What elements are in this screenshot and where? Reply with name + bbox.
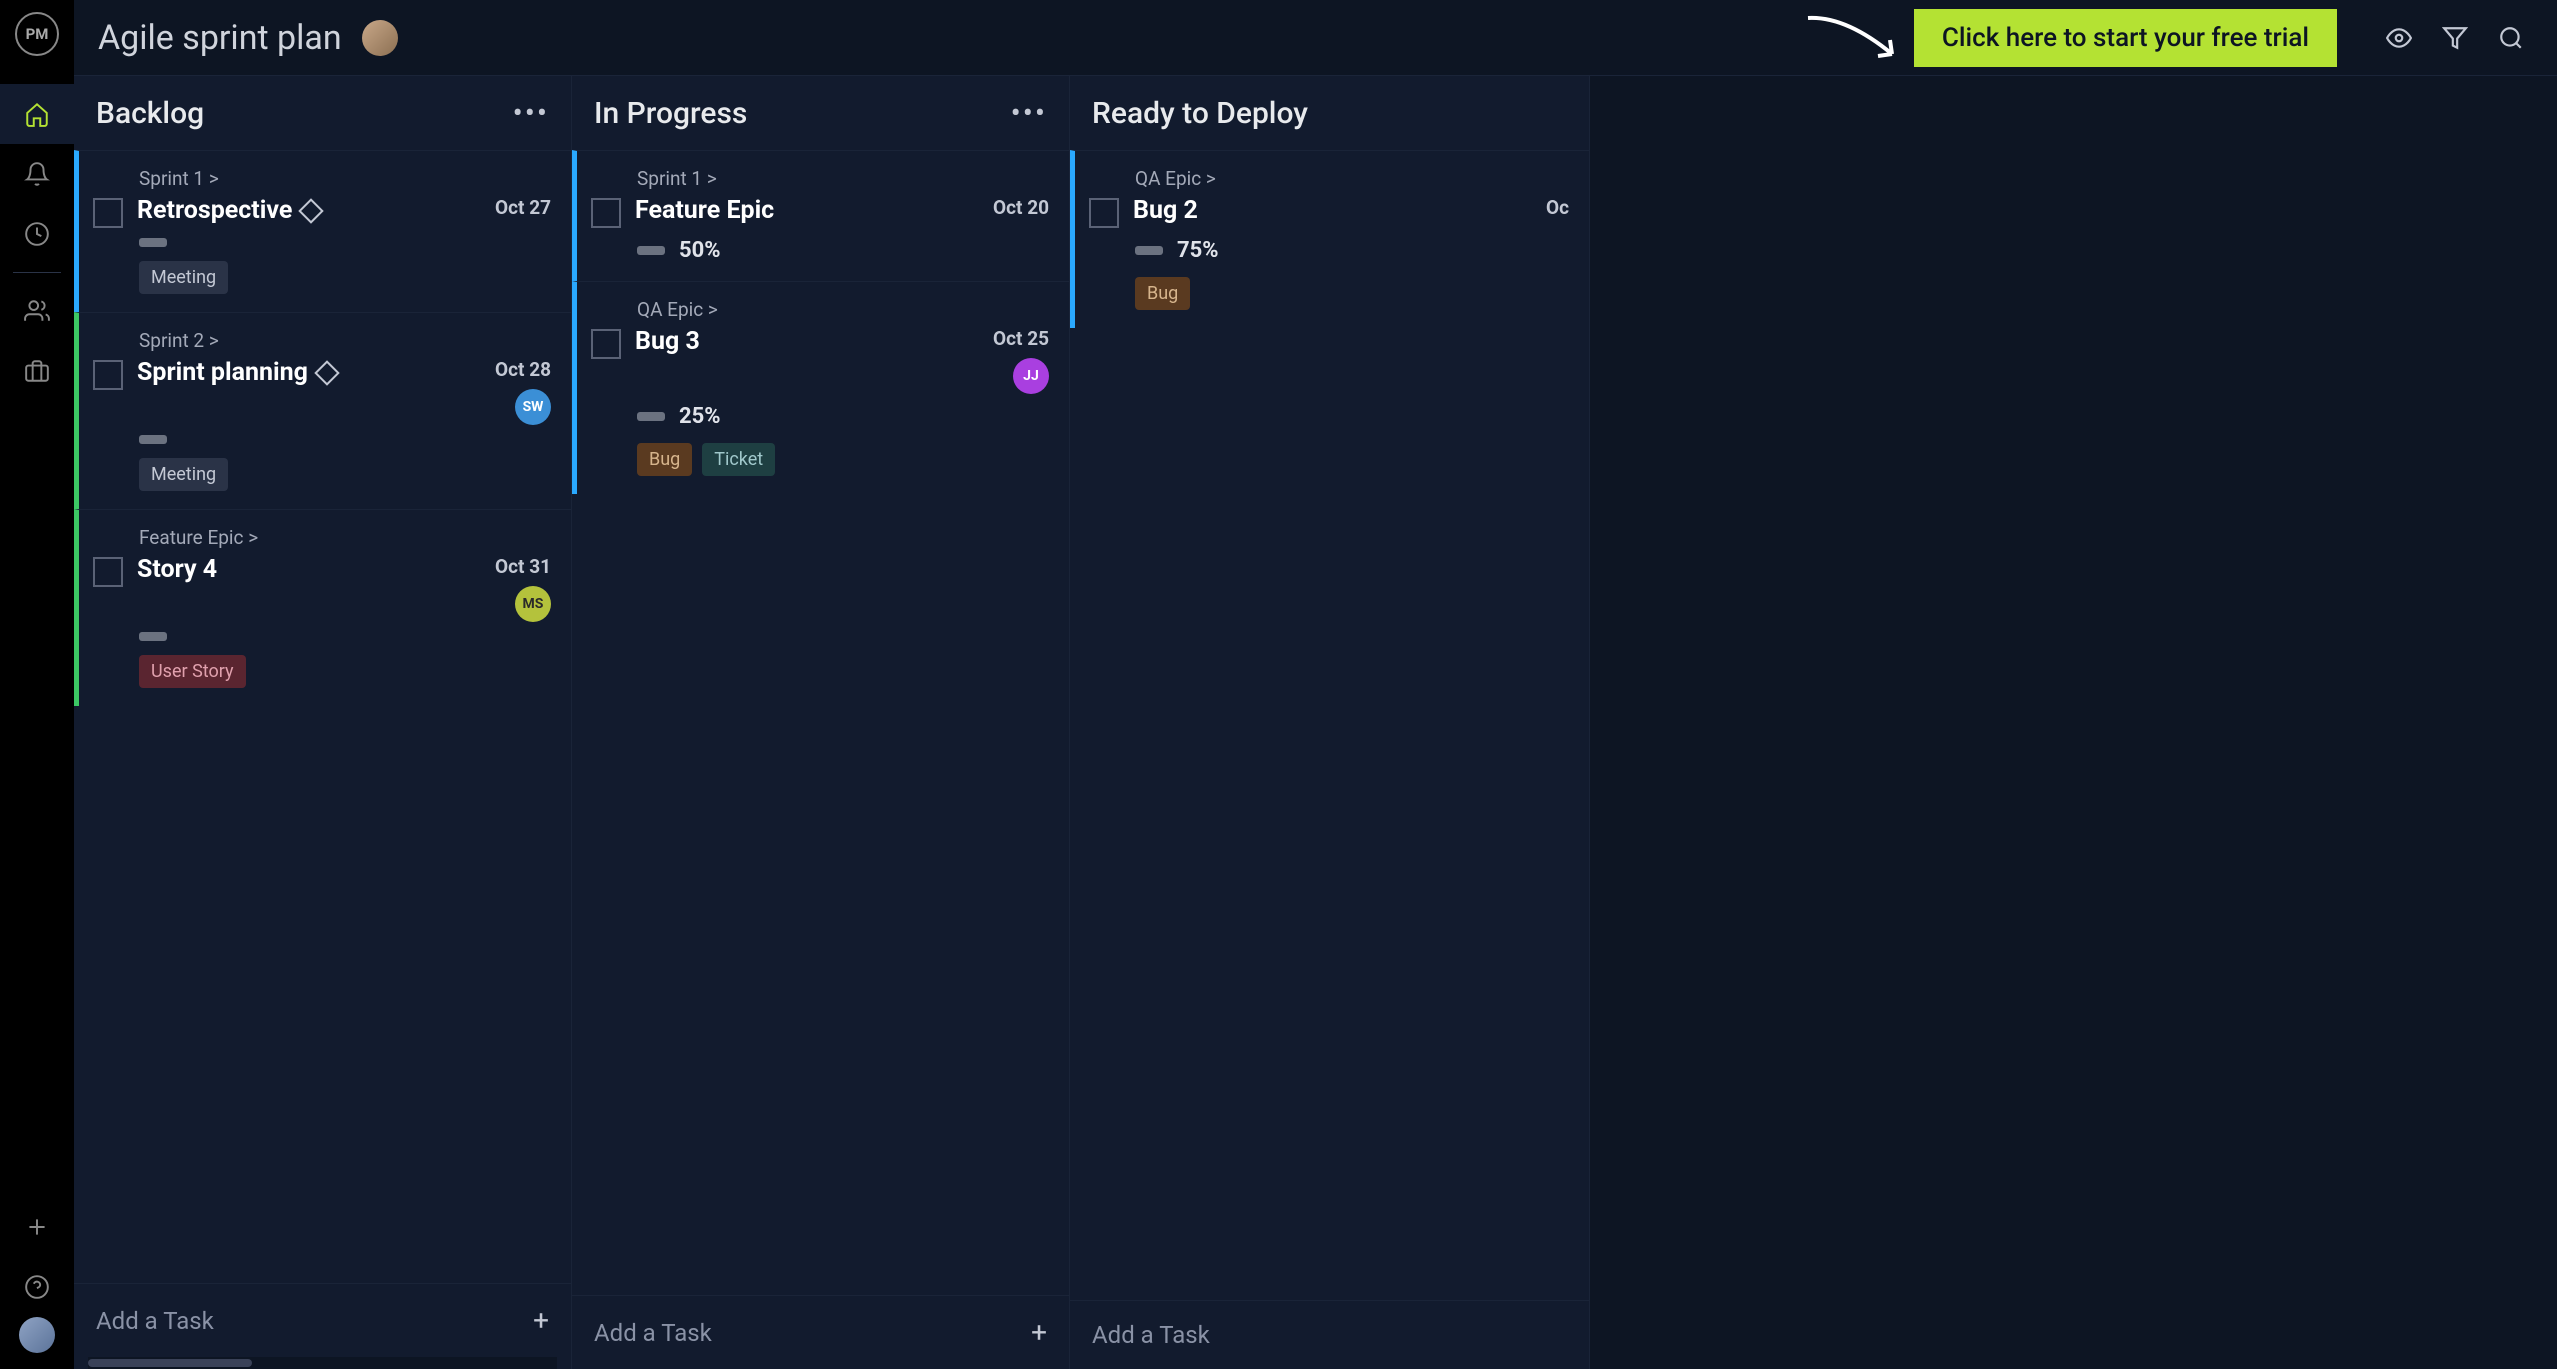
progress-bar	[139, 435, 167, 444]
nav-divider	[13, 272, 61, 273]
task-checkbox[interactable]	[93, 198, 123, 228]
sidebar-item-portfolio[interactable]	[0, 341, 74, 401]
column-title: Backlog	[96, 96, 204, 131]
tag-user_story[interactable]: User Story	[139, 655, 246, 688]
tag-meeting[interactable]: Meeting	[139, 261, 228, 294]
search-icon	[2498, 25, 2524, 51]
progress-bar	[139, 238, 167, 247]
card-due-date: Oct 31	[495, 555, 551, 578]
card-title: Bug 3	[635, 327, 700, 356]
progress-bar	[637, 246, 665, 255]
plus-icon: +	[1031, 1316, 1047, 1349]
filter-icon	[2442, 25, 2468, 51]
assignee-avatar[interactable]: SW	[515, 389, 551, 425]
card-due-date: Oct 27	[495, 196, 551, 219]
card-title: Sprint planning	[137, 358, 308, 387]
plus-icon: +	[533, 1304, 549, 1337]
horizontal-scrollbar[interactable]	[88, 1357, 557, 1369]
card-due-date: Oct 20	[993, 196, 1049, 219]
column-title: Ready to Deploy	[1092, 96, 1308, 131]
assignee-avatar[interactable]: JJ	[1013, 358, 1049, 394]
sidebar-item-add[interactable]	[0, 1197, 74, 1257]
add-task-button[interactable]: Add a Task +	[74, 1283, 571, 1357]
progress-bar	[1135, 246, 1163, 255]
sidebar-item-team[interactable]	[0, 281, 74, 341]
cta-free-trial-button[interactable]: Click here to start your free trial	[1914, 9, 2337, 67]
add-task-label: Add a Task	[96, 1307, 214, 1335]
sidebar-item-help[interactable]	[0, 1257, 74, 1317]
task-card[interactable]: QA Epic > Bug 3 Oct 25 JJ 25% Bug Ticket	[572, 281, 1069, 494]
task-card[interactable]: QA Epic > Bug 2 Oc 75% Bug	[1070, 150, 1589, 328]
bell-icon	[24, 161, 50, 187]
project-owner-avatar[interactable]	[362, 20, 398, 56]
card-epic-breadcrumb[interactable]: QA Epic >	[1135, 167, 1569, 190]
card-epic-breadcrumb[interactable]: Sprint 1 >	[637, 167, 1049, 190]
milestone-icon	[299, 198, 324, 223]
topbar: Agile sprint plan Click here to start yo…	[74, 0, 2557, 76]
column-ready-to-deploy: Ready to Deploy QA Epic > Bug 2 Oc 75% Bug A…	[1070, 76, 1590, 1369]
kanban-board: Backlog ••• Sprint 1 > Retrospective Oct 2…	[74, 76, 2557, 1369]
task-checkbox[interactable]	[93, 557, 123, 587]
add-task-button[interactable]: Add a Task +	[572, 1295, 1069, 1369]
add-task-label: Add a Task	[594, 1319, 712, 1347]
clock-icon	[24, 221, 50, 247]
task-checkbox[interactable]	[1089, 198, 1119, 228]
filter-button[interactable]	[2433, 16, 2477, 60]
add-task-button[interactable]: Add a Task	[1070, 1300, 1589, 1369]
cta-arrow	[1796, 8, 1906, 68]
eye-icon	[2386, 25, 2412, 51]
task-card[interactable]: Feature Epic > Story 4 Oct 31 MS User Story	[74, 509, 571, 706]
card-epic-breadcrumb[interactable]: Sprint 2 >	[139, 329, 551, 352]
users-icon	[24, 298, 50, 324]
progress-percent: 25%	[679, 404, 721, 429]
user-avatar[interactable]	[19, 1317, 55, 1353]
task-card[interactable]: Sprint 1 > Feature Epic Oct 20 50%	[572, 150, 1069, 281]
help-icon	[24, 1274, 50, 1300]
sidebar-item-home[interactable]	[0, 84, 74, 144]
task-card[interactable]: Sprint 2 > Sprint planning Oct 28 SW Meeting	[74, 312, 571, 509]
progress-bar	[637, 412, 665, 421]
logo[interactable]: PM	[15, 12, 59, 56]
card-title: Feature Epic	[635, 196, 774, 225]
card-epic-breadcrumb[interactable]: Sprint 1 >	[139, 167, 551, 190]
add-task-label: Add a Task	[1092, 1321, 1210, 1349]
task-checkbox[interactable]	[591, 329, 621, 359]
column-backlog: Backlog ••• Sprint 1 > Retrospective Oct 2…	[74, 76, 572, 1369]
search-button[interactable]	[2489, 16, 2533, 60]
tag-ticket[interactable]: Ticket	[702, 443, 775, 476]
card-epic-breadcrumb[interactable]: Feature Epic >	[139, 526, 551, 549]
sidebar-item-notifications[interactable]	[0, 144, 74, 204]
card-title: Retrospective	[137, 196, 292, 225]
column-menu-button[interactable]: •••	[1011, 96, 1047, 131]
card-title: Bug 2	[1133, 196, 1198, 225]
sidebar: PM	[0, 0, 74, 1369]
card-due-date: Oc	[1546, 196, 1569, 219]
assignee-avatar[interactable]: MS	[515, 586, 551, 622]
tag-bug[interactable]: Bug	[637, 443, 692, 476]
task-checkbox[interactable]	[591, 198, 621, 228]
progress-percent: 75%	[1177, 238, 1219, 263]
column-menu-button[interactable]: •••	[513, 96, 549, 131]
card-due-date: Oct 28	[495, 358, 551, 381]
card-title: Story 4	[137, 555, 217, 584]
tag-meeting[interactable]: Meeting	[139, 458, 228, 491]
card-due-date: Oct 25	[993, 327, 1049, 350]
task-checkbox[interactable]	[93, 360, 123, 390]
card-epic-breadcrumb[interactable]: QA Epic >	[637, 298, 1049, 321]
progress-bar	[139, 632, 167, 641]
progress-percent: 50%	[679, 238, 721, 263]
column-in-progress: In Progress ••• Sprint 1 > Feature Epic Oc…	[572, 76, 1070, 1369]
plus-icon	[24, 1214, 50, 1240]
view-button[interactable]	[2377, 16, 2421, 60]
column-title: In Progress	[594, 96, 747, 131]
milestone-icon	[314, 360, 339, 385]
sidebar-item-recent[interactable]	[0, 204, 74, 264]
page-title: Agile sprint plan	[98, 18, 342, 58]
briefcase-icon	[24, 358, 50, 384]
tag-bug[interactable]: Bug	[1135, 277, 1190, 310]
task-card[interactable]: Sprint 1 > Retrospective Oct 27 Meeting	[74, 150, 571, 312]
home-icon	[24, 101, 50, 127]
